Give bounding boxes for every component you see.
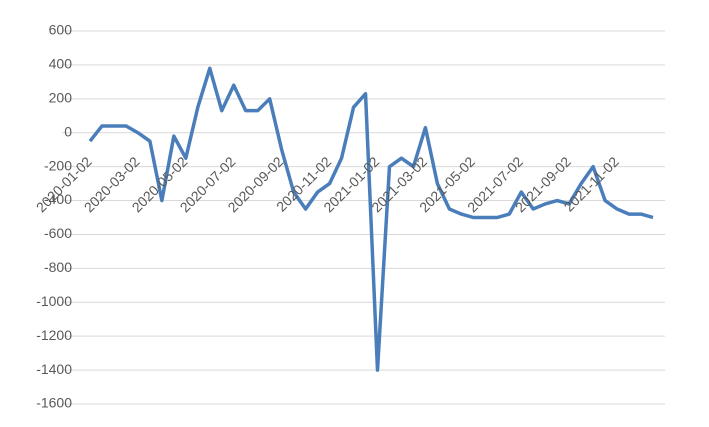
y-tick-label: -800 <box>44 259 72 275</box>
y-tick-label: -1200 <box>36 327 72 343</box>
y-tick-label: -1400 <box>36 361 72 377</box>
y-tick-label: -1600 <box>36 395 72 411</box>
y-tick-label: 600 <box>49 22 73 38</box>
data-line <box>88 66 654 372</box>
y-tick-label: -600 <box>44 225 72 241</box>
y-tick-label: -1000 <box>36 293 72 309</box>
y-tick-label: 200 <box>49 90 73 106</box>
y-tick-label: 400 <box>49 56 73 72</box>
y-tick-label: 0 <box>64 123 72 139</box>
y-tick-label: -200 <box>44 157 72 173</box>
y-tick-label: -400 <box>44 191 72 207</box>
